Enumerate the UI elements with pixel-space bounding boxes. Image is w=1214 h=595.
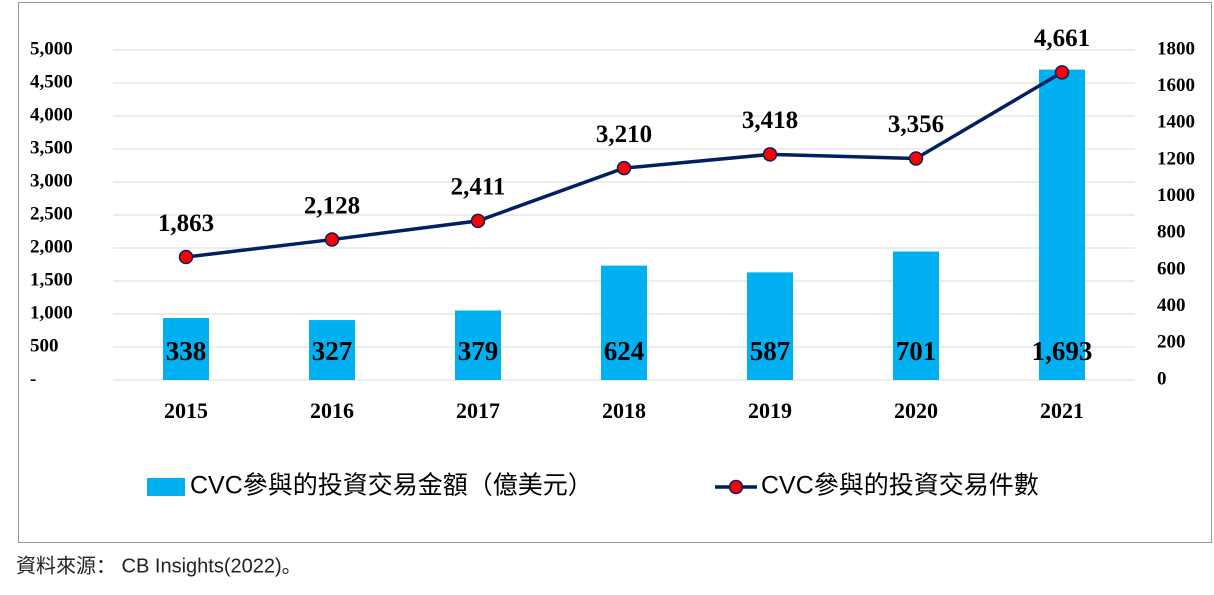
y2-tick-label: 1600 (1157, 75, 1195, 96)
line-value-label: 4,661 (1034, 25, 1090, 52)
line-marker (1054, 65, 1070, 80)
line-marker (762, 147, 778, 162)
y-tick-label: 1,500 (30, 269, 73, 290)
bar-value-label: 1,693 (1032, 336, 1093, 366)
y2-tick-label: 200 (1157, 332, 1186, 353)
source-note: 資料來源： CB Insights(2022)。 (16, 554, 302, 577)
y2-tick-label: 400 (1157, 295, 1186, 316)
y2-tick-label: 1400 (1157, 112, 1195, 133)
line-value-label: 3,356 (888, 111, 944, 138)
legend-label: CVC參與的投資交易件數 (761, 472, 1039, 500)
y-tick-label: 2,000 (30, 236, 73, 257)
bar (601, 265, 647, 380)
x-tick-label: 2021 (1040, 398, 1084, 423)
y-tick-label: 3,000 (30, 170, 73, 191)
line-marker (616, 160, 632, 176)
legend-swatch (147, 478, 185, 496)
line-marker (908, 151, 924, 166)
bar-value-label: 701 (896, 336, 937, 366)
bar-value-label: 338 (166, 336, 207, 366)
y-tick-label: 500 (30, 335, 59, 356)
bar (1039, 69, 1085, 380)
bar (747, 272, 793, 380)
line-value-label: 2,128 (304, 192, 360, 219)
bar (163, 318, 209, 380)
y2-tick-label: 1200 (1157, 148, 1195, 169)
bar (309, 320, 355, 380)
y-tick-label: 4,500 (30, 71, 73, 92)
line-value-label: 3,418 (742, 107, 798, 134)
y-tick-label: 1,000 (30, 302, 73, 323)
y-tick-label: 4,000 (30, 104, 73, 125)
y-tick-label: 2,500 (30, 203, 73, 224)
bar (893, 251, 939, 380)
legend-label: CVC參與的投資交易金額（億美元） (190, 472, 593, 500)
line-value-label: 2,411 (451, 174, 506, 201)
bar (455, 310, 501, 380)
y-tick-label: 3,500 (30, 137, 73, 158)
bar-value-label: 624 (604, 336, 645, 366)
x-tick-label: 2015 (164, 398, 208, 423)
y-tick-label: 5,000 (30, 38, 73, 59)
y-tick-label: - (30, 368, 36, 389)
legend-marker (728, 479, 744, 495)
line-value-label: 1,863 (158, 210, 214, 237)
y2-tick-label: 1000 (1157, 185, 1195, 206)
bar-value-label: 327 (312, 336, 353, 366)
y2-tick-label: 1800 (1157, 38, 1195, 59)
y2-tick-label: 0 (1157, 368, 1167, 389)
bar-value-label: 587 (750, 336, 791, 366)
line-value-label: 3,210 (596, 121, 652, 148)
line-marker (470, 213, 486, 229)
x-tick-label: 2020 (894, 398, 938, 423)
x-tick-label: 2018 (602, 398, 646, 423)
bar-value-label: 379 (458, 336, 499, 366)
line-marker (324, 232, 340, 247)
line-marker (178, 249, 194, 265)
x-tick-label: 2019 (748, 398, 792, 423)
x-tick-label: 2017 (456, 398, 500, 423)
x-tick-label: 2016 (310, 398, 354, 423)
y2-tick-label: 800 (1157, 222, 1186, 243)
y2-tick-label: 600 (1157, 258, 1186, 279)
